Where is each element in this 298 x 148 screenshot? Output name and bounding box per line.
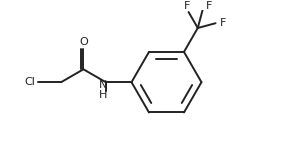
Text: F: F bbox=[220, 18, 226, 28]
Text: Cl: Cl bbox=[24, 77, 35, 87]
Text: F: F bbox=[184, 1, 190, 11]
Text: O: O bbox=[79, 37, 88, 47]
Text: N: N bbox=[99, 80, 107, 90]
Text: H: H bbox=[99, 90, 107, 100]
Text: F: F bbox=[206, 1, 212, 11]
